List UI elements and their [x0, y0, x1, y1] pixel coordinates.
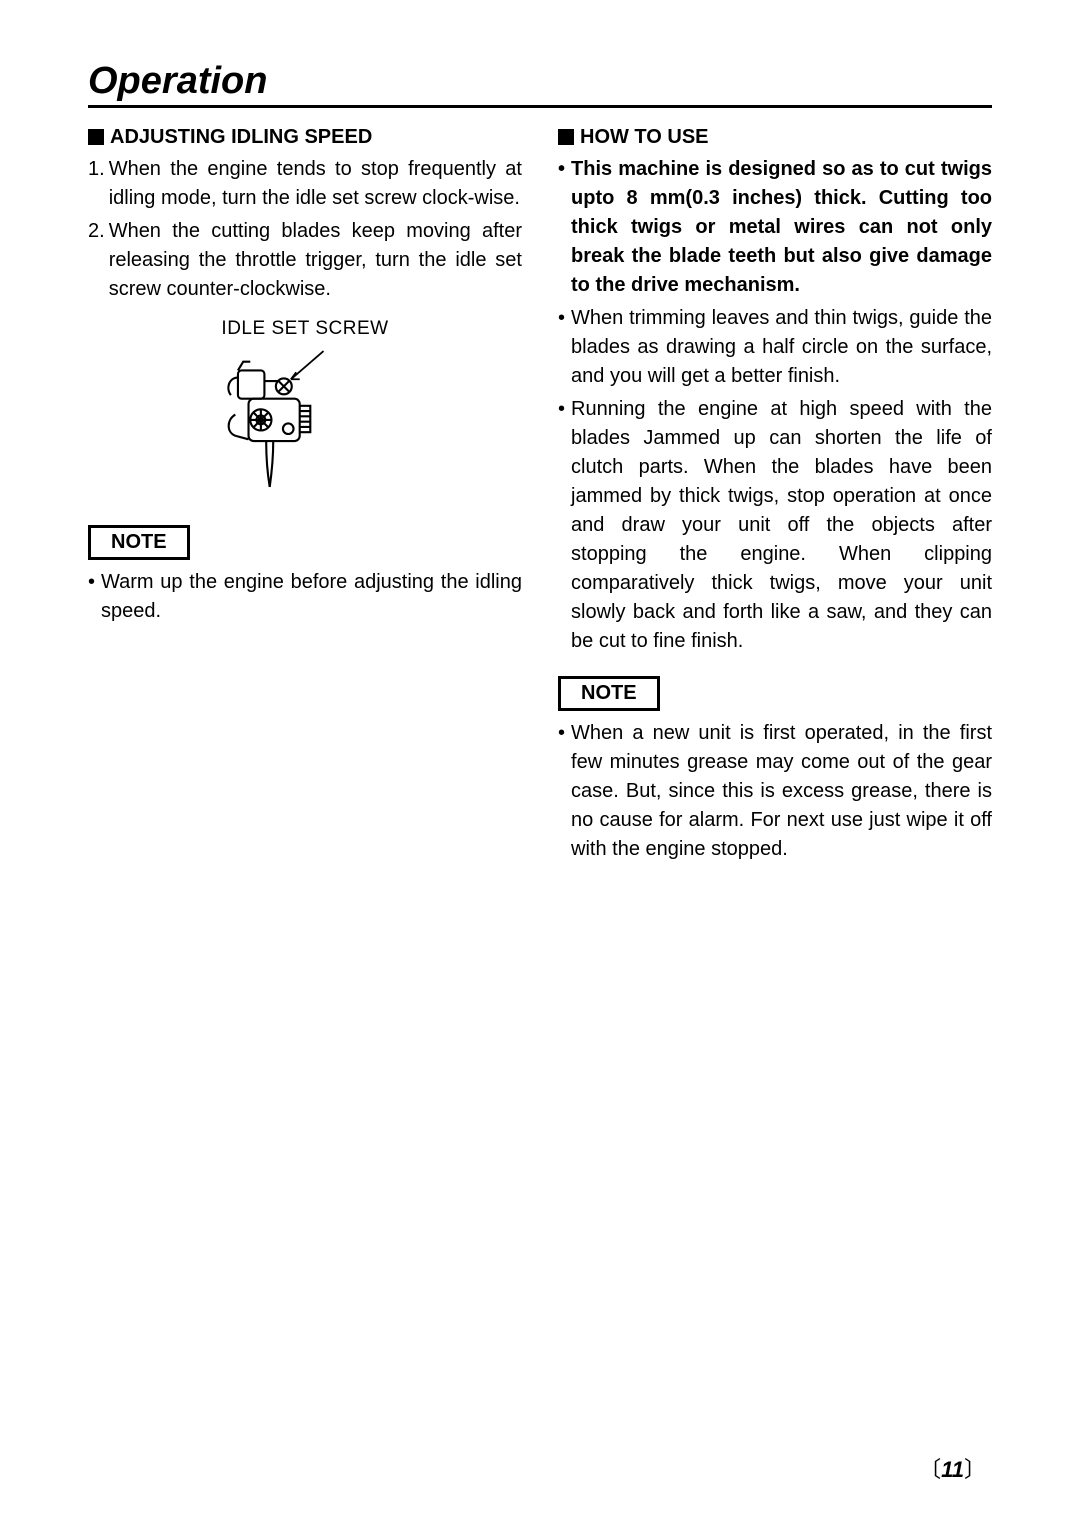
bullet-dot-icon: • [558, 155, 565, 300]
idle-screw-figure: IDLE SET SCREW [175, 318, 435, 499]
right-bullet-1: • This machine is designed so as to cut … [558, 155, 992, 300]
page-number-value: 11 [941, 1457, 964, 1482]
item-text: When the engine tends to stop frequently… [109, 155, 522, 213]
page-number: 〔11〕 [919, 1452, 986, 1484]
bullet-text: This machine is designed so as to cut tw… [571, 155, 992, 300]
right-note-bullet: • When a new unit is first operated, in … [558, 719, 992, 864]
right-bullet-2: • When trimming leaves and thin twigs, g… [558, 304, 992, 391]
right-note-label: NOTE [558, 676, 660, 711]
item-number: 1. [88, 155, 105, 213]
left-item-1: 1. When the engine tends to stop frequen… [88, 155, 522, 213]
left-note-bullet: • Warm up the engine before adjusting th… [88, 568, 522, 626]
bullet-text: When trimming leaves and thin twigs, gui… [571, 304, 992, 391]
bullet-dot-icon: • [558, 304, 565, 391]
note-text: When a new unit is first operated, in th… [571, 719, 992, 864]
brace-right-icon: 〕 [964, 1457, 986, 1482]
bullet-dot-icon: • [558, 395, 565, 656]
right-heading-text: HOW TO USE [580, 126, 709, 149]
square-bullet-icon [558, 129, 574, 145]
page-title: Operation [88, 60, 992, 108]
note-text: Warm up the engine before adjusting the … [101, 568, 522, 626]
idle-set-screw-icon [175, 344, 375, 494]
bullet-dot-icon: • [558, 719, 565, 864]
figure-caption: IDLE SET SCREW [175, 318, 435, 340]
right-heading: HOW TO USE [558, 126, 992, 149]
left-item-2: 2. When the cutting blades keep moving a… [88, 217, 522, 304]
square-bullet-icon [88, 129, 104, 145]
bullet-text: Running the engine at high speed with th… [571, 395, 992, 656]
left-column: ADJUSTING IDLING SPEED 1. When the engin… [88, 126, 522, 868]
left-note-label: NOTE [88, 525, 190, 560]
left-heading: ADJUSTING IDLING SPEED [88, 126, 522, 149]
item-number: 2. [88, 217, 105, 304]
right-bullet-3: • Running the engine at high speed with … [558, 395, 992, 656]
content-columns: ADJUSTING IDLING SPEED 1. When the engin… [88, 126, 992, 868]
brace-left-icon: 〔 [919, 1457, 941, 1482]
left-heading-text: ADJUSTING IDLING SPEED [110, 126, 372, 149]
right-column: HOW TO USE • This machine is designed so… [558, 126, 992, 868]
item-text: When the cutting blades keep moving afte… [109, 217, 522, 304]
bullet-dot-icon: • [88, 568, 95, 626]
